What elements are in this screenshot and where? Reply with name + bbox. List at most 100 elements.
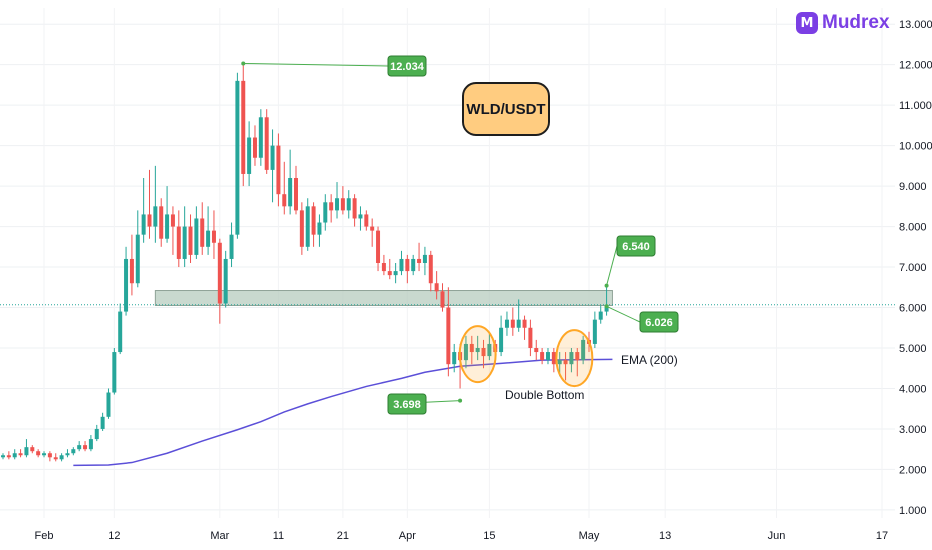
annotation-point xyxy=(241,61,246,66)
candle-body xyxy=(12,453,17,458)
y-tick-label: 6.000 xyxy=(899,303,927,315)
candle-body xyxy=(229,234,234,259)
candle-body xyxy=(575,352,580,361)
candle-body xyxy=(376,230,381,263)
candle-body xyxy=(387,271,392,276)
y-tick-label: 13.000 xyxy=(899,19,932,31)
candle-body xyxy=(106,392,111,417)
candle-body xyxy=(487,343,492,357)
x-tick-label: 13 xyxy=(659,530,671,542)
annotation-point xyxy=(458,398,463,403)
candle-body xyxy=(399,258,404,272)
candle-body xyxy=(176,226,181,259)
candle-body xyxy=(534,348,539,353)
candle-body xyxy=(434,283,439,292)
candle-body xyxy=(194,218,199,255)
x-tick-label: Mar xyxy=(210,530,229,542)
candle-body xyxy=(335,198,340,211)
candle-body xyxy=(83,445,88,450)
candle-body xyxy=(36,451,41,456)
candle-body xyxy=(592,319,597,344)
candle-body xyxy=(569,352,574,365)
candle-body xyxy=(94,428,99,440)
y-tick-label: 5.000 xyxy=(899,343,927,355)
candle-body xyxy=(147,214,152,227)
candle-body xyxy=(411,258,416,272)
ema-line xyxy=(73,358,613,467)
candle-body xyxy=(481,348,486,357)
annotation-connector xyxy=(606,245,618,286)
x-tick-label: 17 xyxy=(876,530,888,542)
pair-badge: WLD/USDT xyxy=(462,82,550,136)
annotation-point xyxy=(604,283,609,288)
candle-body xyxy=(211,230,216,243)
double-bottom-circle-left xyxy=(458,325,497,384)
candle-body xyxy=(1,455,5,458)
candle-body xyxy=(381,263,386,272)
candle-body xyxy=(299,210,304,247)
candle-body xyxy=(153,206,158,227)
candle-body xyxy=(305,206,310,247)
y-tick-label: 3.000 xyxy=(899,424,927,436)
candle-body xyxy=(200,218,205,247)
candle-body xyxy=(329,202,334,211)
y-tick-label: 2.000 xyxy=(899,464,927,476)
price-label-box xyxy=(387,393,427,415)
candle-body xyxy=(499,327,504,353)
y-tick-label: 4.000 xyxy=(899,383,927,395)
annotation-connector xyxy=(243,62,389,67)
candle-body xyxy=(18,453,23,456)
candle-body xyxy=(241,80,246,174)
price-label-box xyxy=(387,55,427,77)
candle-body xyxy=(129,258,134,284)
candle-body xyxy=(59,455,64,460)
candle-body xyxy=(71,449,76,454)
candle-body xyxy=(540,352,545,361)
candle-body xyxy=(288,178,293,207)
candle-body xyxy=(30,447,35,452)
candle-body xyxy=(528,327,533,348)
candle-body xyxy=(510,319,515,328)
x-tick-label: 15 xyxy=(483,530,495,542)
candle-body xyxy=(112,352,117,393)
y-tick-label: 12.000 xyxy=(899,60,932,72)
candle-body xyxy=(352,198,357,219)
candle-body xyxy=(258,117,263,158)
candle-body xyxy=(463,343,468,361)
price-label-low: 3.698 xyxy=(393,399,421,411)
candle-body xyxy=(88,439,93,450)
brand-logo: M Mudrex xyxy=(796,12,890,34)
candle-body xyxy=(516,319,521,328)
candle-body xyxy=(581,339,586,361)
candle-body xyxy=(65,453,70,456)
ema-label: EMA (200) xyxy=(621,353,678,367)
candle-body xyxy=(170,214,175,227)
candle-body xyxy=(77,445,82,450)
candle-body xyxy=(47,453,52,458)
candle-body xyxy=(223,258,228,304)
price-label-box xyxy=(639,311,679,333)
x-tick-label: Feb xyxy=(35,530,54,542)
candle-body xyxy=(141,214,146,235)
candle-body xyxy=(346,198,351,211)
candle-body xyxy=(159,206,164,239)
candle-body xyxy=(165,214,170,239)
candle-body xyxy=(428,254,433,284)
y-tick-label: 7.000 xyxy=(899,262,927,274)
candle-body xyxy=(475,348,480,353)
price-label-current-high: 6.540 xyxy=(622,241,650,253)
candle-body xyxy=(522,319,527,328)
candle-body xyxy=(294,178,298,211)
annotation-connector xyxy=(606,305,641,323)
x-tick-label: 11 xyxy=(273,530,284,542)
candle-body xyxy=(358,214,363,219)
candle-body xyxy=(340,198,345,211)
candle-body xyxy=(247,137,252,174)
candle-body xyxy=(545,352,550,361)
y-tick-label: 8.000 xyxy=(899,222,927,234)
candle-body xyxy=(469,343,474,353)
annotation-point xyxy=(604,304,609,309)
candle-body xyxy=(311,206,316,235)
candle-body xyxy=(270,145,275,170)
